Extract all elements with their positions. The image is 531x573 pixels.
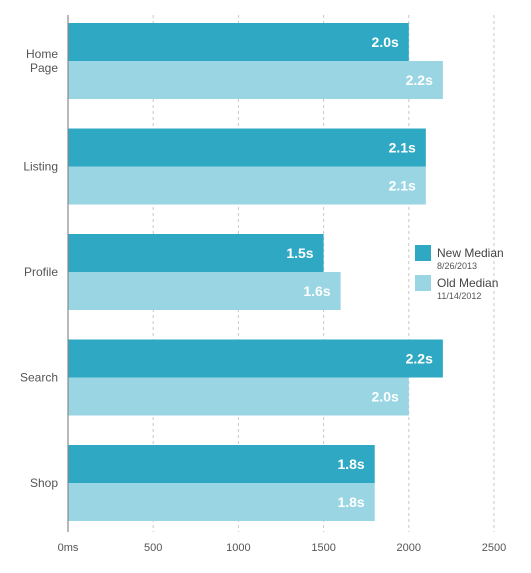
- bar-value-label: 1.6s: [303, 283, 330, 299]
- legend-swatch: [415, 275, 431, 291]
- bar-value-label: 1.8s: [337, 456, 364, 472]
- legend-date: 8/26/2013: [437, 261, 477, 271]
- bar-value-label: 2.2s: [406, 351, 433, 367]
- bar-value-label: 2.0s: [372, 389, 399, 405]
- category-label: Shop: [30, 476, 58, 490]
- bar-value-label: 1.5s: [286, 245, 313, 261]
- category-label: Page: [30, 61, 58, 75]
- bar-value-label: 1.8s: [337, 494, 364, 510]
- category-label: Listing: [23, 160, 58, 174]
- bar: [68, 61, 443, 99]
- bar: [68, 483, 375, 521]
- legend-label: Old Median: [437, 276, 498, 290]
- x-tick-label: 1000: [226, 542, 250, 554]
- bar: [68, 377, 409, 416]
- bar: [68, 23, 409, 61]
- category-label: Profile: [24, 265, 58, 279]
- category-label: Home: [26, 47, 58, 61]
- bar: [68, 128, 426, 167]
- category-label: Search: [20, 371, 58, 385]
- bar-value-label: 2.2s: [406, 72, 433, 88]
- bar-value-label: 2.1s: [389, 140, 416, 156]
- bar: [68, 166, 426, 205]
- x-tick-label: 500: [144, 542, 162, 554]
- x-tick-label: 2500: [482, 542, 506, 554]
- x-tick-label: 0ms: [58, 542, 79, 554]
- bar: [68, 234, 324, 272]
- bar: [68, 339, 443, 378]
- bar-value-label: 2.1s: [389, 178, 416, 194]
- legend-label: New Median: [437, 246, 504, 260]
- bar: [68, 272, 341, 310]
- legend-swatch: [415, 245, 431, 261]
- bar-value-label: 2.0s: [372, 34, 399, 50]
- legend-date: 11/14/2012: [437, 291, 481, 301]
- bar: [68, 445, 375, 483]
- x-tick-label: 2000: [397, 542, 421, 554]
- x-tick-label: 1500: [311, 542, 335, 554]
